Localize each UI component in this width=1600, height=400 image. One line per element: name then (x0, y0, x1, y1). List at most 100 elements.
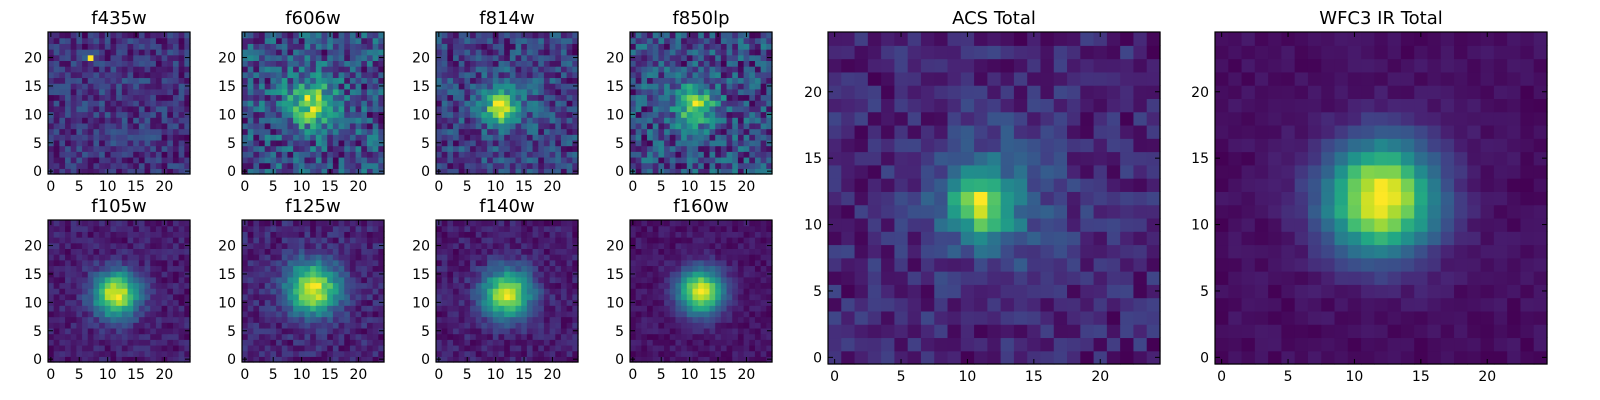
heatmap-cell (65, 293, 72, 301)
heatmap-cell (144, 117, 151, 124)
heatmap-cell (281, 139, 289, 147)
heatmap-cell (172, 43, 180, 50)
heatmap-cell (259, 54, 266, 61)
heatmap-cell (652, 128, 659, 135)
heatmap-cell (361, 43, 368, 50)
heatmap-cell (458, 145, 465, 152)
heatmap-cell (178, 316, 185, 323)
heatmap-cell (349, 237, 357, 244)
heatmap-cell (475, 77, 483, 84)
heatmap-cell (532, 339, 539, 346)
heatmap-cell (647, 134, 654, 141)
heatmap-cell (293, 231, 300, 238)
heatmap-cell (82, 293, 89, 301)
heatmap-cell (498, 122, 505, 130)
heatmap-cell (361, 333, 368, 340)
heatmap-cell (150, 248, 157, 255)
heatmap-cell (127, 162, 134, 169)
heatmap-cell (327, 350, 334, 357)
heatmap-cell (743, 333, 750, 340)
heatmap-cell (242, 322, 249, 329)
y-tick-label: 20 (606, 51, 624, 67)
heatmap-cell (293, 344, 300, 352)
heatmap-cell (150, 37, 157, 44)
heatmap-cell (167, 356, 174, 363)
heatmap-cell (99, 327, 106, 335)
heatmap-cell (686, 122, 694, 130)
heatmap-cell (647, 322, 654, 329)
heatmap-cell (110, 242, 117, 249)
heatmap-cell (560, 276, 568, 284)
heatmap-cell (458, 293, 465, 301)
heatmap-cell (504, 333, 511, 340)
heatmap-cell (549, 282, 556, 289)
heatmap-cell (298, 128, 306, 135)
heatmap-cell (709, 60, 716, 67)
heatmap-cell (549, 316, 556, 323)
heatmap-cell (327, 282, 334, 289)
heatmap-cell (247, 293, 254, 301)
heatmap-cell (572, 288, 579, 295)
heatmap-cell (630, 117, 637, 124)
heatmap-cell (526, 316, 534, 323)
heatmap-cell (754, 111, 762, 118)
heatmap-cell (526, 145, 534, 152)
heatmap-cell (276, 225, 283, 232)
heatmap-cell (242, 49, 249, 56)
heatmap-cell (754, 276, 762, 284)
heatmap-cell (703, 117, 711, 124)
heatmap-cell (276, 71, 283, 79)
heatmap-cell (664, 139, 671, 147)
heatmap-cell (549, 117, 556, 124)
heatmap-cell (87, 225, 95, 232)
heatmap-cell (378, 100, 385, 107)
heatmap-cell (498, 259, 505, 267)
heatmap-cell (59, 299, 66, 306)
heatmap-cell (259, 168, 266, 175)
heatmap-cell (93, 145, 100, 152)
heatmap-cell (104, 344, 112, 352)
heatmap-cell (447, 66, 454, 73)
heatmap-cell (692, 305, 699, 312)
x-tick-label: 5 (657, 179, 666, 195)
heatmap-cell (749, 128, 756, 135)
heatmap-cell (464, 288, 471, 295)
heatmap-cell (464, 139, 471, 147)
heatmap-cell (298, 156, 306, 164)
heatmap-cell (127, 344, 134, 352)
heatmap-cell (133, 344, 140, 352)
heatmap-cell (247, 271, 254, 278)
heatmap-cell (259, 66, 266, 73)
heatmap-cell (287, 37, 294, 44)
heatmap-cell (487, 162, 494, 169)
heatmap-cell (87, 156, 95, 164)
heatmap-cell (155, 151, 163, 158)
heatmap-cell (87, 66, 95, 73)
heatmap-cell (366, 100, 374, 107)
heatmap-cell (155, 327, 163, 335)
heatmap-cell (481, 66, 488, 73)
heatmap-cell (749, 293, 756, 301)
heatmap-cell (59, 54, 66, 61)
heatmap-cell (116, 105, 123, 113)
heatmap-cell (70, 225, 77, 232)
heatmap-cell (560, 156, 568, 164)
heatmap-cell (270, 54, 277, 61)
heatmap-cell (652, 299, 659, 306)
heatmap-cell (127, 134, 134, 141)
heatmap-cell (658, 111, 665, 118)
heatmap-cell (487, 276, 494, 284)
heatmap-cell (253, 254, 260, 261)
heatmap-cell (242, 105, 249, 113)
heatmap-cell (526, 333, 534, 340)
heatmap-cell (378, 134, 385, 141)
heatmap-cell (349, 322, 357, 329)
heatmap-cell (327, 310, 334, 318)
heatmap-cell (526, 276, 534, 284)
heatmap-cell (641, 100, 648, 107)
heatmap-cell (281, 237, 289, 244)
heatmap-cell (184, 145, 191, 152)
heatmap-cell (754, 134, 762, 141)
heatmap-cell (372, 145, 379, 152)
heatmap-cell (464, 162, 471, 169)
